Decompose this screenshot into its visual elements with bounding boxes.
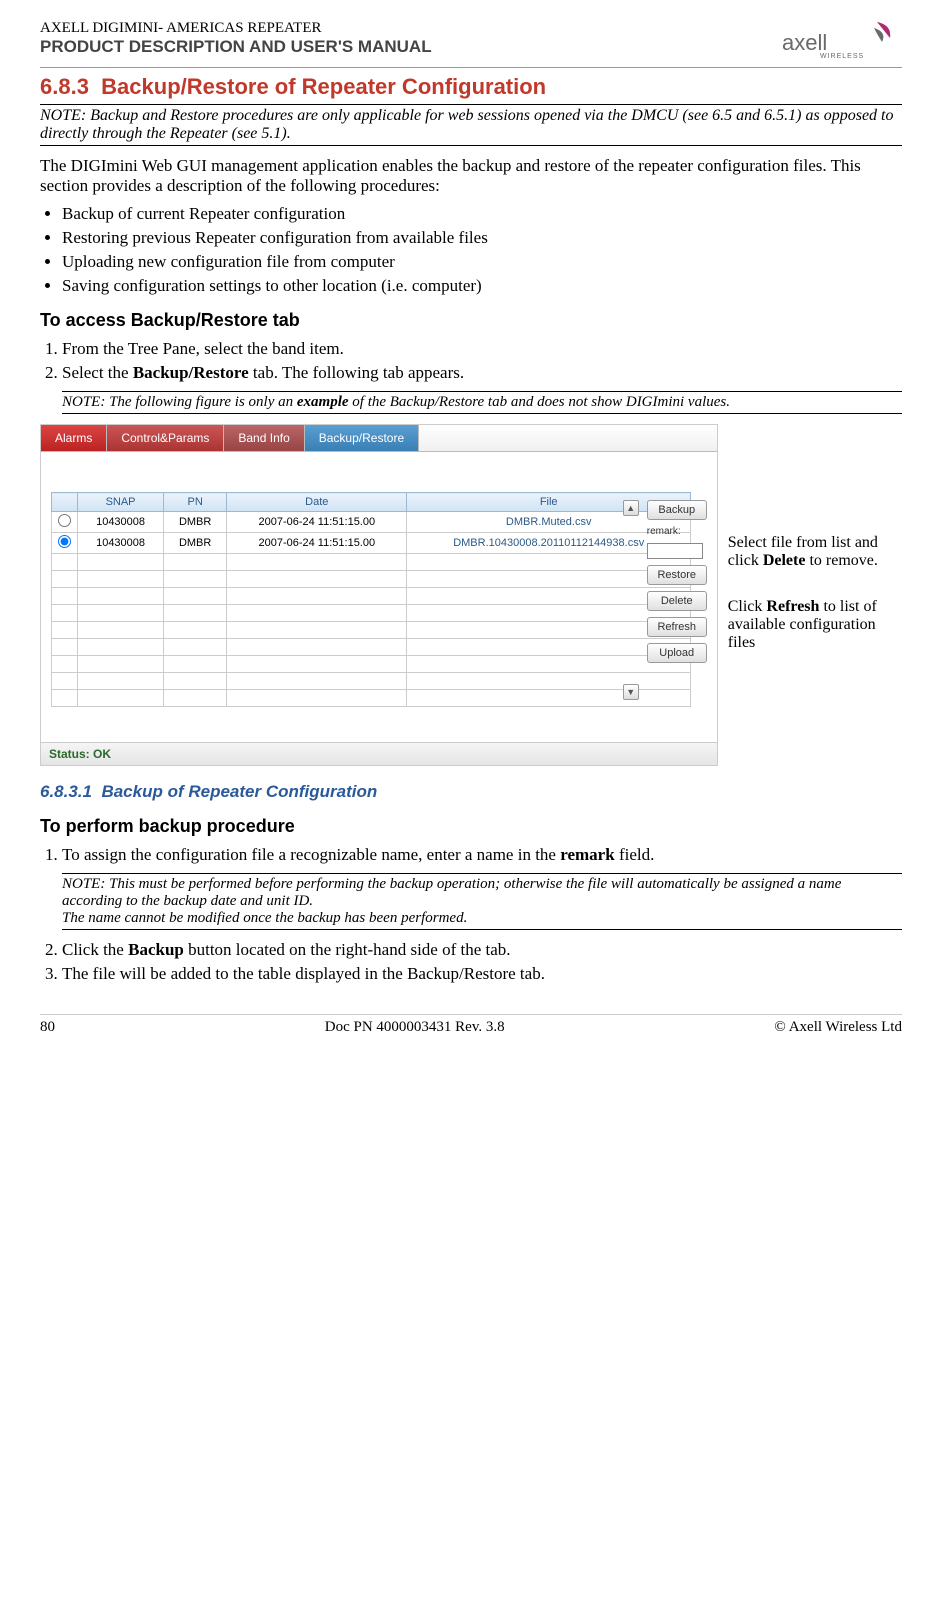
scroll-up-icon[interactable]: ▲ (623, 500, 639, 516)
table-row-empty (52, 656, 691, 673)
perform-heading: To perform backup procedure (40, 816, 902, 837)
step-2: Select the Backup/Restore tab. The follo… (62, 363, 902, 383)
step-1: From the Tree Pane, select the band item… (62, 339, 902, 359)
remark-label: remark: (647, 526, 707, 537)
upload-button[interactable]: Upload (647, 643, 707, 663)
cell-date: 2007-06-24 11:51:15.00 (227, 512, 407, 533)
config-table: SNAP PN Date File 10430008 DMBR 2007-06-… (51, 492, 691, 707)
table-row-empty (52, 571, 691, 588)
table-row[interactable]: 10430008 DMBR 2007-06-24 11:51:15.00 DMB… (52, 512, 691, 533)
svg-text:WIRELESS: WIRELESS (820, 53, 864, 60)
table-row-empty (52, 690, 691, 707)
table-row-empty (52, 639, 691, 656)
section-heading: 6.8.3 Backup/Restore of Repeater Configu… (40, 74, 902, 100)
perform-step-1: To assign the configuration file a recog… (62, 845, 902, 930)
perform-step-3: The file will be added to the table disp… (62, 964, 902, 984)
list-item: Restoring previous Repeater configuratio… (62, 228, 902, 248)
restore-button[interactable]: Restore (647, 565, 707, 585)
table-row-empty (52, 588, 691, 605)
svg-text:axell: axell (782, 30, 827, 55)
doc-id: Doc PN 4000003431 Rev. 3.8 (325, 1019, 505, 1036)
product-line: AXELL DIGIMINI- AMERICAS REPEATER (40, 20, 432, 37)
feature-list: Backup of current Repeater configuration… (62, 204, 902, 296)
table-row-empty (52, 673, 691, 690)
callout-refresh: Click Refresh to list of available confi… (728, 598, 902, 652)
cell-date: 2007-06-24 11:51:15.00 (227, 533, 407, 554)
perform-step-2: Click the Backup button located on the r… (62, 940, 902, 960)
copyright: © Axell Wireless Ltd (774, 1019, 902, 1036)
screenshot-figure: Alarms Control&Params Band Info Backup/R… (40, 424, 718, 766)
remark-input[interactable] (647, 543, 703, 559)
intro-paragraph: The DIGImini Web GUI management applicat… (40, 156, 902, 196)
cell-pn: DMBR (164, 533, 227, 554)
logo: axell WIRELESS (782, 20, 902, 65)
list-item: Uploading new configuration file from co… (62, 252, 902, 272)
note-2: NOTE: The following figure is only an ex… (62, 391, 902, 414)
row-radio[interactable] (58, 535, 71, 548)
callout-delete: Select file from list and click Delete t… (728, 534, 902, 570)
table-row[interactable]: 10430008 DMBR 2007-06-24 11:51:15.00 DMB… (52, 533, 691, 554)
page-number: 80 (40, 1019, 55, 1036)
table-row-empty (52, 554, 691, 571)
list-item: Backup of current Repeater configuration (62, 204, 902, 224)
note-1: NOTE: Backup and Restore procedures are … (40, 104, 902, 146)
access-heading: To access Backup/Restore tab (40, 310, 902, 331)
note-3: NOTE: This must be performed before perf… (62, 873, 902, 930)
cell-snap: 10430008 (78, 533, 164, 554)
table-row-empty (52, 622, 691, 639)
delete-button[interactable]: Delete (647, 591, 707, 611)
status-bar: Status: OK (41, 742, 717, 765)
row-radio[interactable] (58, 514, 71, 527)
list-item: Saving configuration settings to other l… (62, 276, 902, 296)
col-date: Date (227, 493, 407, 512)
refresh-button[interactable]: Refresh (647, 617, 707, 637)
cell-snap: 10430008 (78, 512, 164, 533)
tab-band-info[interactable]: Band Info (224, 425, 304, 451)
subsection-heading: 6.8.3.1 Backup of Repeater Configuration (40, 782, 902, 802)
scroll-down-icon[interactable]: ▼ (623, 684, 639, 700)
tab-control-params[interactable]: Control&Params (107, 425, 224, 451)
tab-backup-restore[interactable]: Backup/Restore (305, 425, 419, 451)
tab-alarms[interactable]: Alarms (41, 425, 107, 451)
backup-button[interactable]: Backup (647, 500, 707, 520)
table-row-empty (52, 605, 691, 622)
subtitle: PRODUCT DESCRIPTION AND USER'S MANUAL (40, 37, 432, 57)
col-snap: SNAP (78, 493, 164, 512)
col-pn: PN (164, 493, 227, 512)
cell-pn: DMBR (164, 512, 227, 533)
